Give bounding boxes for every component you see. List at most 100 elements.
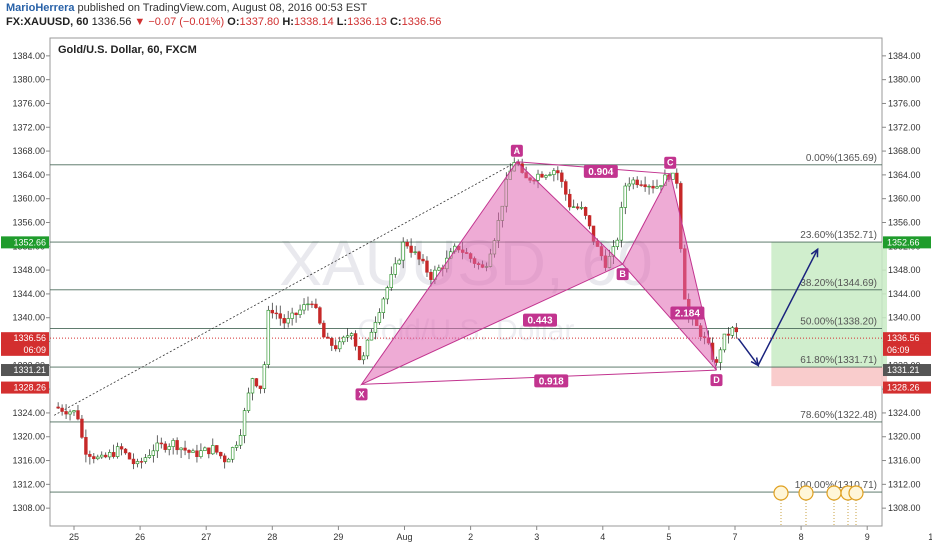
candle-bull — [544, 175, 548, 178]
fib-level-label: 78.60%(1322.48) — [800, 410, 877, 421]
economic-event-icon[interactable] — [798, 485, 814, 501]
symbol-line: FX:XAUUSD, 60 1336.56 ▼ −0.07 (−0.01%) O… — [6, 16, 441, 28]
x-tick-label: 8 — [799, 532, 804, 542]
low-label: L: — [336, 16, 348, 28]
harmonic-ratio-label: 0.918 — [539, 376, 564, 387]
candle-bear — [357, 345, 362, 361]
candle-bear — [409, 245, 413, 253]
y-tick-label-right: 1384.00 — [888, 51, 921, 61]
candle-bull — [349, 333, 354, 337]
candle-bear — [278, 313, 282, 319]
fib-level-label: 100.00%(1310.71) — [795, 480, 877, 491]
candle-bull — [246, 392, 251, 411]
symbol-name: FX:XAUUSD, 60 — [6, 16, 89, 28]
candle-bull — [631, 179, 635, 185]
candle-bull — [135, 461, 140, 465]
y-tick-label-right: 1308.00 — [888, 503, 921, 513]
y-tick-label-right: 1368.00 — [888, 146, 921, 156]
y-tick-label-right: 1344.00 — [888, 289, 921, 299]
candle-bull — [68, 411, 72, 415]
fib-level-label: 38.20%(1344.69) — [800, 278, 877, 289]
price-tag-right-text: 06:09 — [887, 345, 910, 355]
candle-bear — [318, 307, 322, 324]
candle-bull — [579, 207, 584, 209]
candle-bull — [623, 185, 627, 208]
candle-bear — [187, 449, 191, 453]
candle-bull — [437, 267, 441, 271]
candle-bull — [373, 322, 378, 333]
y-tick-label-right: 1372.00 — [888, 122, 921, 132]
harmonic-point-b — [616, 268, 629, 281]
y-tick-label-left: 1376.00 — [12, 98, 45, 108]
economic-event-icon[interactable] — [848, 485, 864, 501]
price-tag-right-text: 1336.56 — [887, 333, 920, 343]
author-link[interactable]: MarioHerrera — [6, 2, 75, 14]
harmonic-point-label: X — [359, 389, 365, 399]
x-tick-label: 25 — [69, 532, 79, 542]
y-tick-label-right: 1364.00 — [888, 170, 921, 180]
candle-bull — [615, 239, 620, 247]
candle-bull — [671, 172, 675, 180]
candle-bull — [401, 241, 405, 261]
price-tag-right — [883, 332, 931, 345]
candle-bear — [587, 215, 592, 227]
candle-bear — [568, 193, 572, 208]
candle-bear — [92, 456, 96, 460]
candle-bear — [564, 181, 568, 195]
projection-arrowhead — [810, 247, 819, 258]
publish-info: published on TradingView.com, August 08,… — [77, 2, 368, 14]
candle-bull — [226, 458, 231, 463]
candle-bull — [306, 303, 310, 306]
x-tick-label: 4 — [600, 532, 605, 542]
harmonic-point-label: D — [713, 375, 720, 385]
x-tick-label: Aug — [396, 532, 412, 542]
harmonic-point-d — [710, 374, 723, 387]
candle-bear — [131, 458, 136, 465]
harmonic-ratio-label: 0.904 — [588, 167, 613, 178]
candle-bear — [215, 445, 219, 453]
candle-bear — [726, 333, 731, 336]
y-tick-label-left: 1380.00 — [12, 75, 45, 85]
harmonic-ratio-box — [583, 164, 618, 178]
candle-bear — [575, 206, 580, 209]
candle-bull — [722, 333, 727, 351]
candle-bear — [714, 359, 719, 363]
harmonic-ratio-box — [670, 306, 705, 320]
y-tick-label-left: 1364.00 — [12, 170, 45, 180]
y-tick-label-left: 1372.00 — [12, 122, 45, 132]
fib-level-label: 61.80%(1331.71) — [800, 355, 877, 366]
candle-bull — [211, 445, 215, 455]
candle-bull — [234, 444, 239, 448]
candle-bear — [254, 378, 259, 387]
candle-bull — [266, 309, 271, 366]
candle-bull — [393, 263, 397, 275]
price-tag-right — [883, 236, 931, 249]
candle-bull — [242, 410, 247, 436]
candle-bull — [107, 452, 112, 458]
publish-line: MarioHerrera published on TradingView.co… — [6, 2, 367, 14]
candle-bear — [104, 454, 108, 458]
x-tick-label: 7 — [732, 532, 737, 542]
price-tag-left-text: 06:09 — [23, 345, 46, 355]
economic-event-icon[interactable] — [773, 485, 789, 501]
price-tag-left-text: 1328.26 — [13, 383, 46, 393]
candle-bull — [262, 364, 267, 389]
y-tick-label-right: 1360.00 — [888, 194, 921, 204]
candle-bull — [155, 442, 159, 452]
x-tick-label: 26 — [135, 532, 145, 542]
x-tick-label: 2 — [468, 532, 473, 542]
economic-event-icon[interactable] — [826, 485, 842, 501]
harmonic-ratio-box — [523, 313, 558, 327]
y-tick-label-right: 1312.00 — [888, 479, 921, 489]
candle-bear — [314, 303, 318, 308]
candle-bear — [282, 318, 286, 324]
candle-bull — [199, 450, 203, 457]
candle-bull — [369, 331, 374, 341]
candle-bull — [171, 440, 175, 447]
candle-bear — [635, 179, 639, 186]
candle-bear — [175, 440, 179, 451]
candle-bull — [338, 341, 342, 350]
price-tag-left-text: 1352.66 — [13, 237, 46, 247]
high-label: H: — [282, 16, 294, 28]
